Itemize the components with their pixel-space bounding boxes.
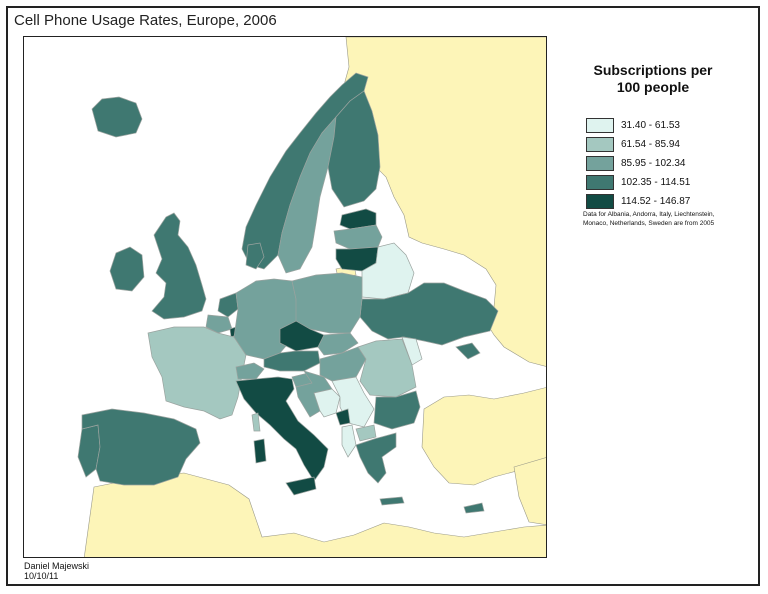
switzerland [235,362,265,380]
france [147,326,247,420]
legend-item: 102.35 - 114.51 [586,173,738,192]
ireland [109,246,145,292]
legend-item: 85.95 - 102.34 [586,154,738,173]
montenegro [335,408,351,426]
legend-swatch [586,194,614,209]
legend-item: 114.52 - 146.87 [586,192,738,211]
legend-swatch [586,137,614,152]
europe-map [23,36,547,558]
corsica [251,412,261,432]
credit-name: Daniel Majewski [24,561,90,571]
united-kingdom [151,212,207,320]
greece [355,432,397,484]
ukraine [359,282,499,346]
legend-item: 61.54 - 85.94 [586,135,738,154]
cyprus [463,502,485,514]
macedonia [355,424,377,442]
credit-date: 10/10/11 [24,571,59,581]
italy [235,376,329,482]
legend-swatch [586,118,614,133]
belarus [361,242,415,300]
legend-swatch [586,175,614,190]
crimea [455,342,481,360]
netherlands [217,292,239,318]
legend-swatch [586,156,614,171]
middle-east-land [513,457,546,525]
north-africa-land [83,472,546,557]
europe-map-svg [77,37,546,557]
romania [357,338,417,398]
hungary [319,346,367,382]
legend-item: 31.40 - 61.53 [586,116,738,135]
bulgaria [373,390,421,430]
legend-title-line1: Subscriptions per [593,62,713,78]
legend-items: 31.40 - 61.53 61.54 - 85.94 85.95 - 102.… [578,116,738,211]
latvia [333,224,383,250]
map-title: Cell Phone Usage Rates, Europe, 2006 [14,12,277,29]
finland [327,90,381,208]
denmark [245,242,265,270]
iceland [91,96,143,138]
legend-label: 61.54 - 85.94 [621,139,680,150]
spain [81,408,201,486]
outside-land [83,37,546,557]
albania [341,424,357,458]
countries [77,72,499,514]
sicily [285,476,317,496]
legend-title-line2: 100 people [616,79,690,95]
data-note: Data for Albania, Andorra, Italy, Liecht… [583,211,715,227]
legend: Subscriptions per 100 people 31.40 - 61.… [578,62,738,211]
legend-title: Subscriptions per 100 people [578,62,728,96]
slovakia [317,332,359,356]
crete [379,496,405,506]
poland [291,272,363,334]
legend-label: 114.52 - 146.87 [621,196,691,207]
belgium [205,314,233,334]
legend-label: 85.95 - 102.34 [621,158,686,169]
legend-label: 31.40 - 61.53 [621,120,680,131]
credit: Daniel Majewski 10/10/11 [24,561,89,581]
legend-label: 102.35 - 114.51 [621,177,691,188]
sardinia [253,438,267,464]
